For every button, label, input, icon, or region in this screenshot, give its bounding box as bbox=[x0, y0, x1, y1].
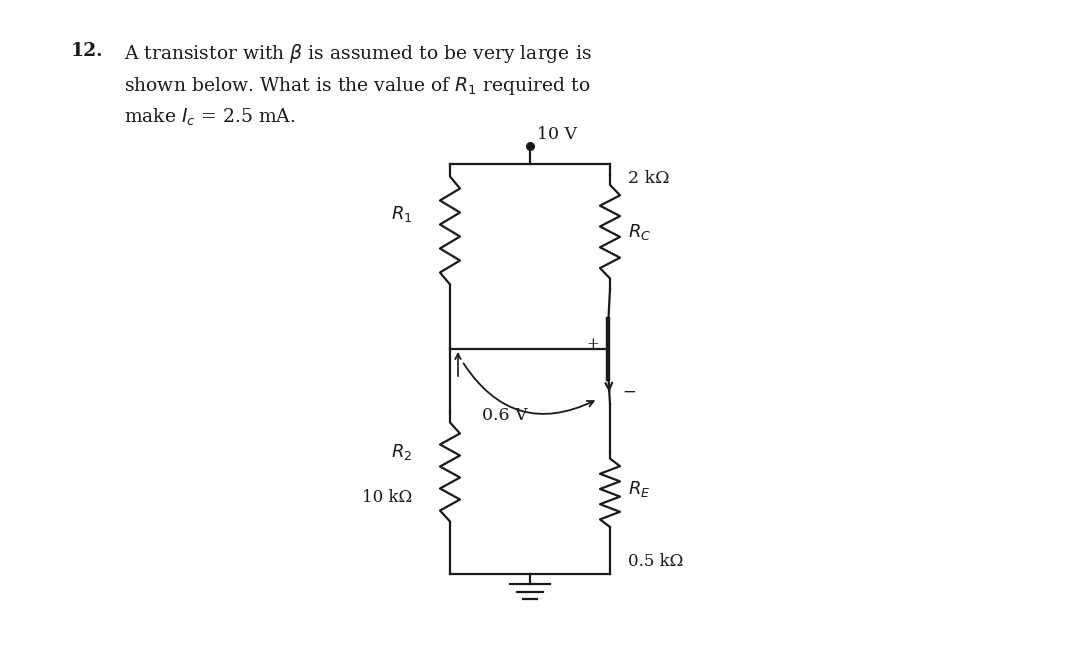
Text: 0.6 V: 0.6 V bbox=[483, 406, 528, 424]
Text: A transistor with $\beta$ is assumed to be very large is: A transistor with $\beta$ is assumed to … bbox=[124, 42, 592, 65]
Text: make $I_c$ = 2.5 mA.: make $I_c$ = 2.5 mA. bbox=[124, 107, 296, 129]
Text: 0.5 kΩ: 0.5 kΩ bbox=[627, 553, 684, 570]
Text: $R_2$: $R_2$ bbox=[391, 441, 411, 461]
Text: shown below. What is the value of $R_1$ required to: shown below. What is the value of $R_1$ … bbox=[124, 75, 591, 97]
Text: $R_1$: $R_1$ bbox=[391, 204, 411, 225]
Text: 10 V: 10 V bbox=[537, 126, 577, 143]
Text: $R_E$: $R_E$ bbox=[627, 479, 650, 499]
Text: −: − bbox=[622, 384, 636, 400]
Text: 10 kΩ: 10 kΩ bbox=[362, 489, 411, 506]
Text: $R_C$: $R_C$ bbox=[627, 221, 651, 241]
Text: +: + bbox=[586, 337, 599, 351]
Text: 2 kΩ: 2 kΩ bbox=[627, 169, 670, 186]
Text: 12.: 12. bbox=[70, 42, 103, 60]
